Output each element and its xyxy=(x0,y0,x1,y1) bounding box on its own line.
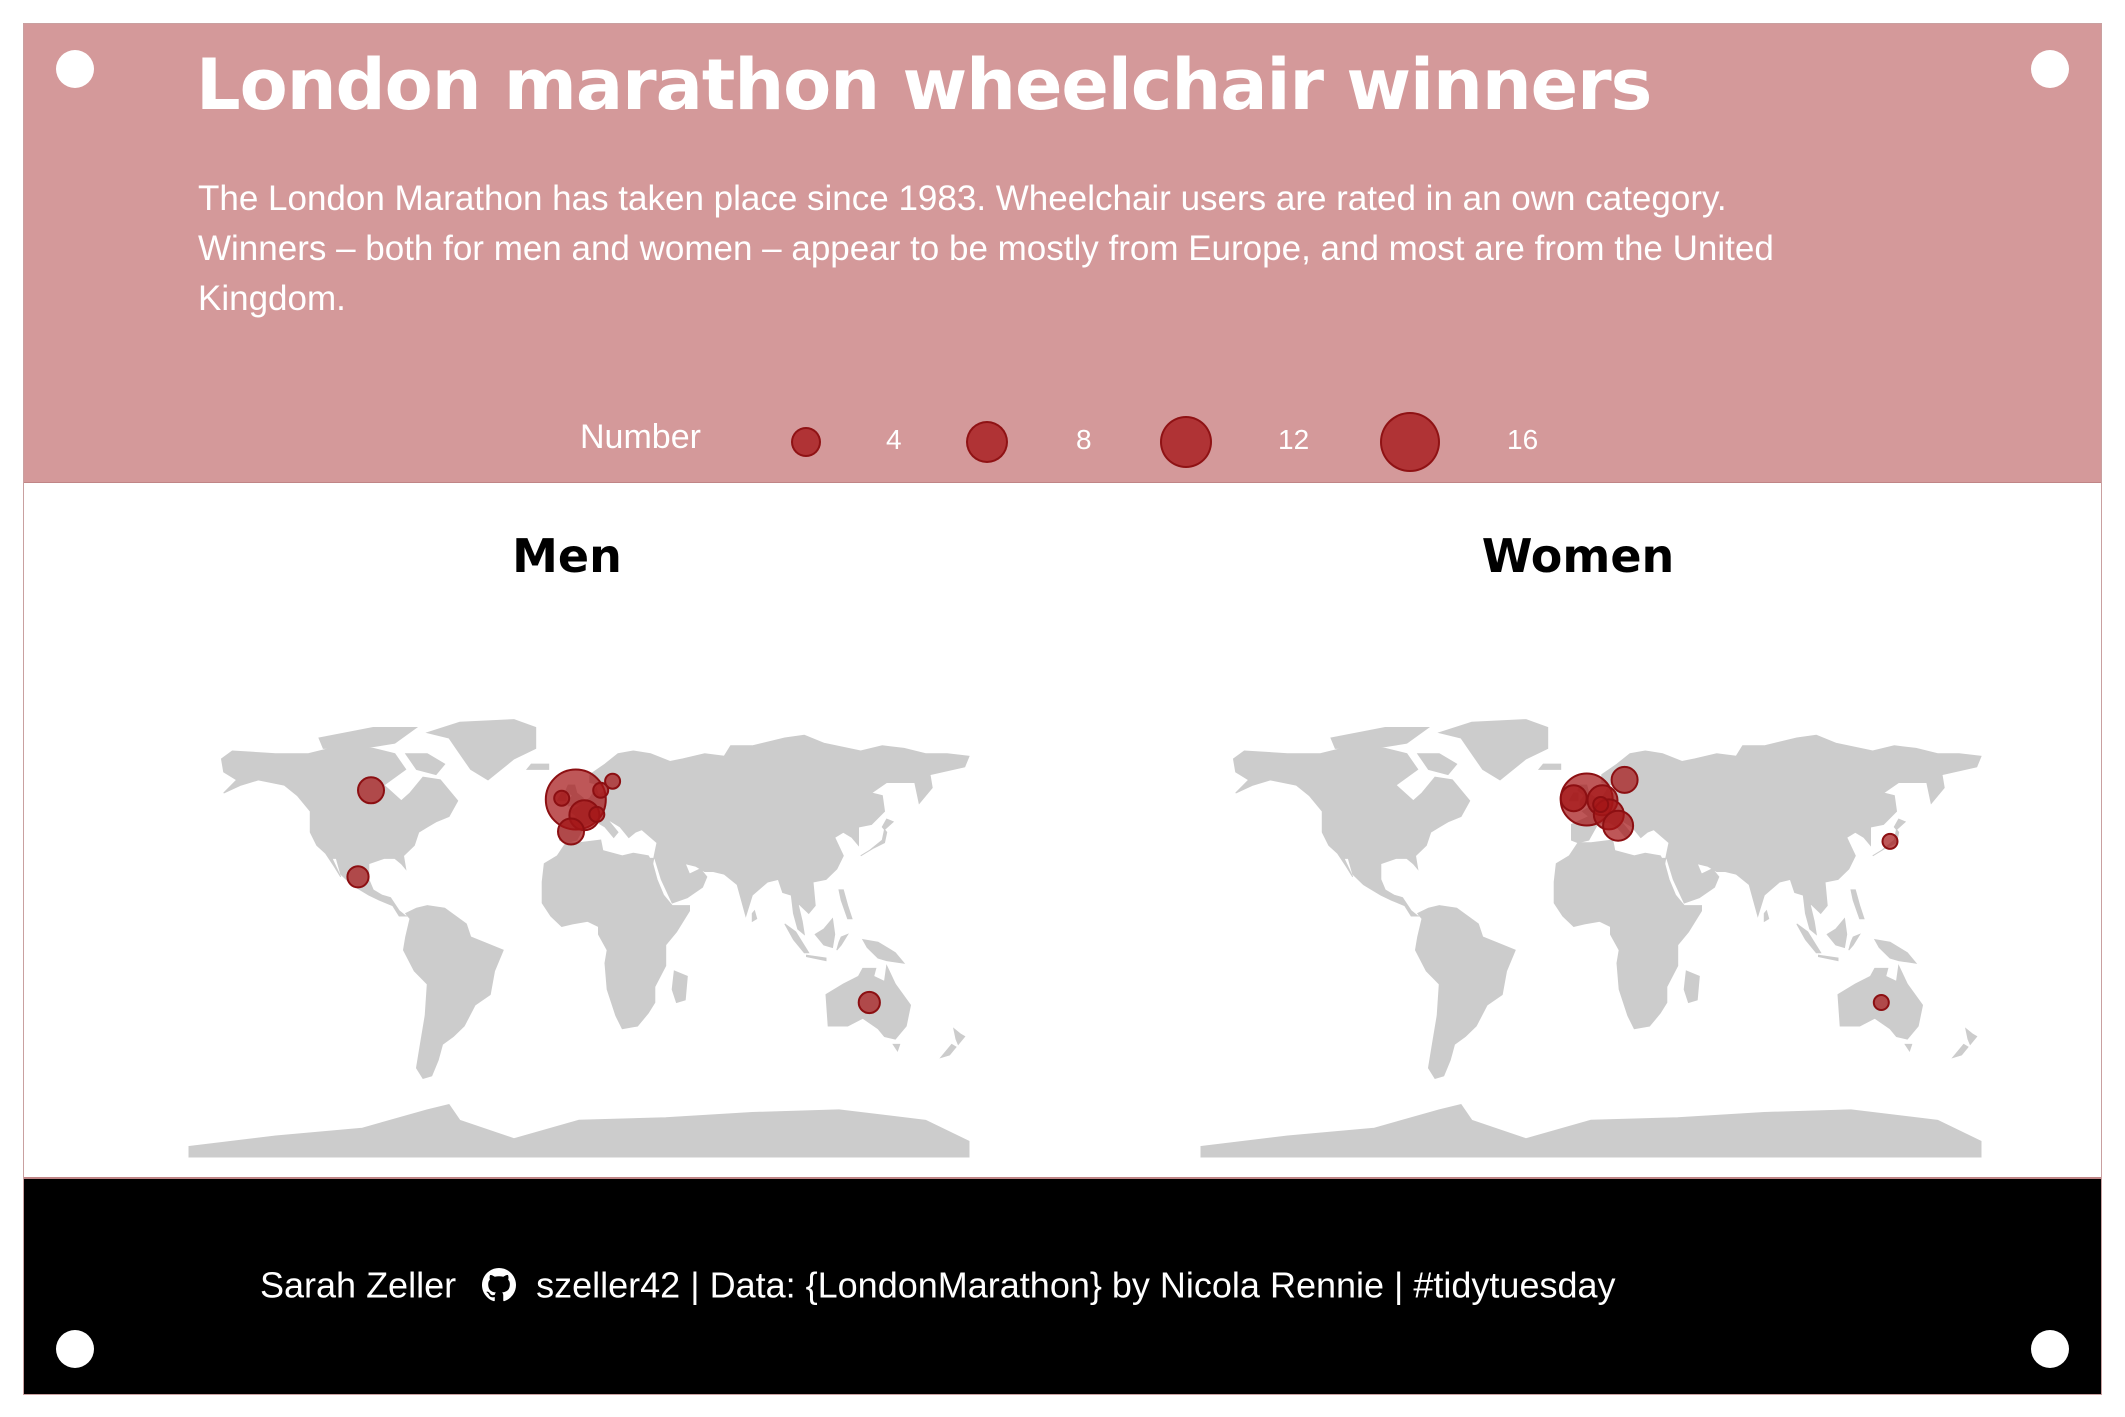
bubble-canada xyxy=(357,776,385,805)
data-source: | Data: {LondonMarathon} by Nicola Renni… xyxy=(690,1264,1616,1306)
landmass-north-america xyxy=(220,745,459,917)
size-legend: Number 4 8 12 16 xyxy=(24,404,2101,484)
landmass-borneo xyxy=(814,917,836,949)
landmass-africa xyxy=(541,839,690,1030)
landmass-sri-lanka xyxy=(751,909,758,923)
landmass-new-guinea xyxy=(1873,938,1918,964)
landmass-south-america xyxy=(402,905,504,1079)
world-map-women xyxy=(1200,719,1982,1158)
bubble-switzerland xyxy=(588,805,606,823)
landmass-eurasia xyxy=(1571,734,1982,936)
landmass-arctic-islands xyxy=(318,727,419,749)
landmass-sulawesi xyxy=(1848,933,1861,951)
landmass-sri-lanka xyxy=(1763,909,1770,923)
poster: London marathon wheelchair winners The L… xyxy=(23,23,2102,1395)
landmass-baffin xyxy=(404,753,446,776)
pin-top-right xyxy=(2031,50,2069,88)
landmass-philippines xyxy=(838,889,853,920)
bubble-mexico xyxy=(346,865,370,889)
header: London marathon wheelchair winners The L… xyxy=(24,24,2101,483)
bubble-italy xyxy=(1602,809,1635,842)
landmass-new-zealand-south xyxy=(1951,1043,1969,1059)
bubble-ireland xyxy=(1559,784,1588,813)
landmass-madagascar xyxy=(671,970,688,1004)
landmass-antarctica xyxy=(188,1104,970,1158)
bubble-belgium xyxy=(1592,796,1610,813)
legend-label-8: 8 xyxy=(1076,424,1092,455)
landmass-java xyxy=(806,954,827,962)
pin-bottom-right xyxy=(2031,1330,2069,1368)
landmass-new-zealand-north xyxy=(1965,1027,1978,1046)
github-handle: szeller42 xyxy=(536,1264,681,1306)
legend-label-4: 4 xyxy=(886,424,902,455)
landmass-sumatra xyxy=(784,923,810,954)
landmass-sulawesi xyxy=(836,933,849,951)
landmass-antarctica xyxy=(1200,1104,1982,1158)
bubble-australia xyxy=(857,990,881,1015)
bubble-spain xyxy=(557,817,585,846)
footer: Sarah Zeller szeller42 | Data: {LondonMa… xyxy=(24,1177,2101,1394)
landmass-borneo xyxy=(1826,917,1848,949)
landmass-baffin xyxy=(1416,753,1458,776)
panel-title-men: Men xyxy=(512,529,622,583)
bubble-ireland xyxy=(553,789,571,807)
bubble-sweden xyxy=(604,772,622,790)
landmass-new-zealand-north xyxy=(953,1027,966,1046)
page-title: London marathon wheelchair winners xyxy=(196,44,1652,126)
landmass-south-america xyxy=(1414,905,1516,1079)
land-layer xyxy=(1200,719,1982,1158)
legend-circle-12 xyxy=(1160,416,1212,468)
bubble-japan xyxy=(1881,832,1899,850)
pin-bottom-left xyxy=(56,1330,94,1368)
landmass-iceland xyxy=(1537,763,1562,770)
landmass-greenland xyxy=(425,719,537,781)
legend-label-12: 12 xyxy=(1278,424,1310,455)
bubble-denmark xyxy=(592,781,610,799)
land-layer xyxy=(188,719,970,1158)
landmass-arctic-islands xyxy=(1330,727,1431,749)
landmass-greenland xyxy=(1437,719,1549,781)
legend-circle-16 xyxy=(1380,412,1440,472)
caption: Sarah Zeller szeller42 | Data: {LondonMa… xyxy=(260,1262,1616,1306)
panel-title-women: Women xyxy=(1481,529,1675,583)
legend-circle-4 xyxy=(791,427,821,457)
landmass-philippines xyxy=(1850,889,1865,920)
landmass-japan xyxy=(860,818,895,857)
bubble-sweden xyxy=(1610,765,1639,794)
legend-label-16: 16 xyxy=(1507,424,1539,455)
legend-circle-8 xyxy=(965,420,1009,464)
landmass-java xyxy=(1818,954,1839,962)
legend-title: Number xyxy=(580,418,701,456)
landmass-iceland xyxy=(525,763,550,770)
bubble-australia xyxy=(1872,994,1890,1011)
github-icon xyxy=(482,1268,517,1302)
landmass-sumatra xyxy=(1796,923,1822,954)
landmass-africa xyxy=(1553,839,1702,1030)
landmass-eurasia xyxy=(559,734,970,936)
landmass-north-america xyxy=(1232,745,1471,917)
pin-top-left xyxy=(56,50,94,88)
subtitle: The London Marathon has taken place sinc… xyxy=(198,179,1774,318)
landmass-madagascar xyxy=(1683,970,1700,1004)
landmass-new-zealand-south xyxy=(939,1043,957,1059)
landmass-new-guinea xyxy=(861,938,906,964)
author-name: Sarah Zeller xyxy=(260,1264,457,1306)
landmass-tasmania xyxy=(1904,1043,1913,1053)
landmass-tasmania xyxy=(892,1043,901,1053)
world-map-men xyxy=(188,719,970,1158)
